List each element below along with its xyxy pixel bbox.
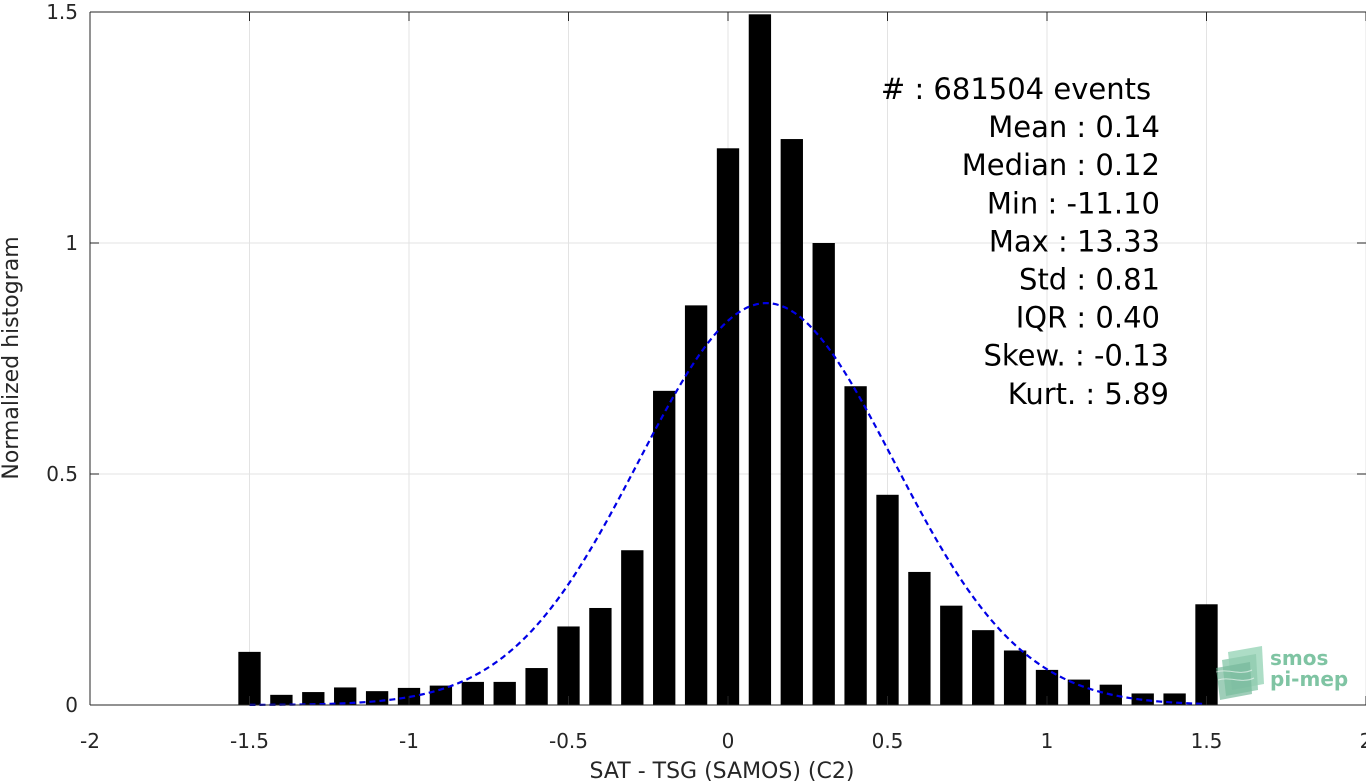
tick-labels: -2 -1.5 -1 -0.5 0 0.5 1 1.5 2 0 0.5 1 1.5 xyxy=(46,0,1366,753)
histogram-bar xyxy=(589,607,612,705)
stat-line: Skew. : -0.13 xyxy=(983,339,1169,373)
logo-line2: pi-mep xyxy=(1270,667,1348,691)
statistics-box: # : 681504 events Mean : 0.14 Median : 0.1… xyxy=(881,72,1169,411)
histogram-bar xyxy=(493,681,516,705)
y-tick-label: 0.5 xyxy=(46,462,78,486)
histogram-bar xyxy=(812,243,835,705)
histogram-bar xyxy=(270,694,293,705)
stat-line: Kurt. : 5.89 xyxy=(1008,377,1169,411)
histogram-bar xyxy=(780,139,803,706)
histogram-bar xyxy=(334,687,357,705)
histogram-bar xyxy=(1195,604,1218,705)
histogram-bar xyxy=(429,685,453,705)
x-tick-label: -0.5 xyxy=(549,729,588,753)
gaussian-fit-curve xyxy=(249,301,1207,706)
histogram-bar xyxy=(1003,650,1027,705)
y-tick-label: 0 xyxy=(65,693,78,717)
stat-line: Max : 13.33 xyxy=(989,224,1160,258)
x-tick-label: -1 xyxy=(399,729,419,753)
histogram-bar xyxy=(461,681,484,705)
histogram-bar xyxy=(940,605,963,705)
stat-line: # : 681504 events xyxy=(881,72,1151,106)
histogram-bar xyxy=(876,494,899,705)
stat-line: IQR : 0.40 xyxy=(1016,301,1160,335)
x-tick-label: 1.5 xyxy=(1191,729,1223,753)
logo-line1: smos xyxy=(1270,646,1328,670)
histogram-bar xyxy=(1131,693,1154,705)
y-tick-label: 1.5 xyxy=(46,0,78,24)
histogram-bar xyxy=(621,550,644,705)
stat-line: Std : 0.81 xyxy=(1019,263,1160,297)
histogram-bar xyxy=(365,691,389,705)
y-axis-label: Normalized histogram xyxy=(0,236,24,479)
stat-line: Min : -11.10 xyxy=(987,186,1160,220)
histogram-bar xyxy=(525,668,548,705)
histogram-bars xyxy=(238,14,1218,706)
histogram-bar xyxy=(238,651,261,705)
axes xyxy=(89,11,1366,706)
x-tick-label: 2 xyxy=(1360,729,1366,753)
x-tick-label: 1 xyxy=(1041,729,1054,753)
smos-pi-mep-logo: smos pi-mep xyxy=(1215,646,1348,700)
histogram-bar xyxy=(1067,679,1091,705)
x-axis-label: SAT - TSG (SAMOS) (C2) xyxy=(590,759,855,784)
histogram-bar xyxy=(748,14,772,706)
histogram-bar xyxy=(684,305,708,705)
x-tick-label: 0 xyxy=(722,729,735,753)
x-tick-label: -2 xyxy=(80,729,100,753)
histogram-bar xyxy=(972,630,995,705)
histogram-bar xyxy=(716,148,740,706)
histogram-bar xyxy=(653,390,676,705)
histogram-bar xyxy=(302,692,325,705)
histogram-bar xyxy=(1163,693,1186,705)
histogram-bar xyxy=(844,386,867,705)
y-tick-label: 1 xyxy=(65,231,78,255)
stat-line: Mean : 0.14 xyxy=(988,110,1160,144)
smos-pi-mep-logo-icon xyxy=(1215,646,1264,700)
histogram-bar xyxy=(557,626,580,705)
histogram-bar xyxy=(908,571,931,705)
histogram-bar xyxy=(1035,669,1059,705)
x-tick-label: -1.5 xyxy=(230,729,269,753)
stat-line: Median : 0.12 xyxy=(962,148,1160,182)
x-tick-label: 0.5 xyxy=(872,729,904,753)
